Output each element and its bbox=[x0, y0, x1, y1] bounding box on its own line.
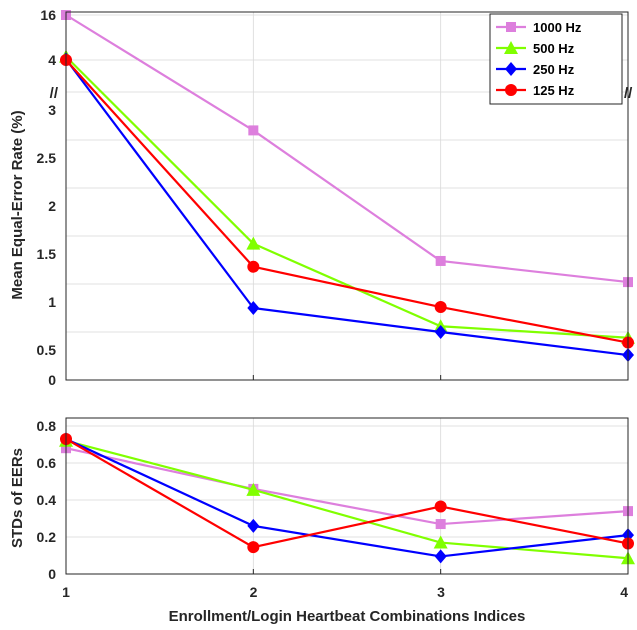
legend-label: 250 Hz bbox=[533, 62, 575, 77]
top-y-tick-label: 2 bbox=[48, 198, 56, 214]
bottom-plot-frame bbox=[65, 417, 629, 575]
top-y-axis-label: Mean Equal-Error Rate (%) bbox=[9, 110, 26, 299]
bottom-series-250hz bbox=[60, 431, 634, 564]
axes-layer bbox=[65, 11, 629, 575]
top-y-tick-label: 0.5 bbox=[37, 342, 57, 358]
bottom-y-tick-label: 0.8 bbox=[37, 418, 57, 434]
top-series-line bbox=[65, 14, 629, 284]
legend-entry-125hz: 125 Hz bbox=[496, 83, 575, 98]
triangle-marker-icon bbox=[504, 41, 518, 54]
triangle-marker bbox=[246, 482, 261, 496]
legend-label: 500 Hz bbox=[533, 41, 575, 56]
circle-marker bbox=[434, 500, 447, 513]
top-series-line bbox=[65, 59, 629, 344]
top-y-tick-label: 3 bbox=[48, 102, 56, 118]
circle-marker bbox=[247, 260, 260, 273]
axis-break-mark-left: // bbox=[50, 85, 59, 102]
legend: 1000 Hz 500 Hz 250 Hz 125 Hz bbox=[489, 13, 623, 105]
top-y-tick-label-upper: 16 bbox=[40, 7, 56, 23]
bottom-series-125hz bbox=[60, 432, 634, 554]
x-axis-label: Enrollment/Login Heartbeat Combinations … bbox=[169, 608, 526, 625]
top-y-tick-label-upper: 4 bbox=[48, 52, 56, 68]
bottom-series-line bbox=[65, 439, 629, 560]
legend-label: 1000 Hz bbox=[533, 20, 582, 35]
top-series-line bbox=[65, 58, 629, 357]
top-y-tick-label: 2.5 bbox=[37, 150, 57, 166]
series-layer bbox=[59, 10, 635, 565]
top-y-tick-label: 1 bbox=[48, 294, 56, 310]
triangle-marker bbox=[246, 236, 261, 250]
x-tick-label: 3 bbox=[437, 584, 445, 600]
bottom-y-tick-label: 0.2 bbox=[37, 529, 57, 545]
bottom-y-axis-label: STDs of EERs bbox=[9, 448, 26, 548]
top-y-tick-labels: 0 0.5 1 1.5 2 2.5 3 16 4 // // bbox=[37, 7, 634, 388]
circle-marker bbox=[434, 301, 447, 314]
bottom-series-line bbox=[65, 447, 629, 526]
legend-entry-500hz: 500 Hz bbox=[496, 41, 575, 56]
x-tick-label: 4 bbox=[620, 584, 628, 600]
diamond-marker-icon bbox=[505, 62, 517, 76]
square-marker-icon bbox=[506, 22, 516, 32]
top-y-tick-label: 1.5 bbox=[37, 246, 57, 262]
square-marker bbox=[248, 125, 259, 136]
bottom-y-tick-label: 0.4 bbox=[37, 492, 57, 508]
circle-marker-icon bbox=[505, 84, 517, 96]
diamond-marker bbox=[434, 549, 447, 564]
triangle-marker bbox=[433, 535, 448, 549]
diamond-marker bbox=[247, 518, 260, 533]
x-tick-label: 2 bbox=[250, 584, 258, 600]
bottom-series-line bbox=[65, 437, 629, 549]
diamond-marker bbox=[434, 325, 447, 339]
square-marker bbox=[435, 519, 446, 530]
top-plot-frame bbox=[65, 11, 629, 381]
top-y-tick-label: 0 bbox=[48, 372, 56, 388]
circle-marker bbox=[247, 541, 260, 554]
legend-entry-250hz: 250 Hz bbox=[496, 62, 575, 77]
square-marker bbox=[435, 255, 446, 266]
x-tick-labels: 1 2 3 4 bbox=[62, 584, 628, 600]
axis-break-mark-right: // bbox=[624, 85, 633, 102]
legend-entry-1000hz: 1000 Hz bbox=[496, 20, 582, 35]
x-tick-label: 1 bbox=[62, 584, 70, 600]
diamond-marker bbox=[247, 301, 260, 315]
bottom-y-tick-label: 0.6 bbox=[37, 455, 57, 471]
bottom-y-tick-label: 0 bbox=[48, 566, 56, 582]
bottom-y-tick-labels: 0 0.2 0.4 0.6 0.8 bbox=[37, 418, 57, 582]
legend-label: 125 Hz bbox=[533, 83, 575, 98]
top-series-line bbox=[65, 55, 629, 339]
bottom-series-line bbox=[65, 437, 629, 558]
